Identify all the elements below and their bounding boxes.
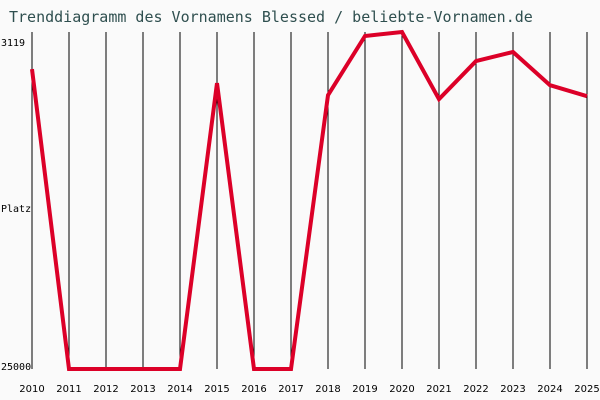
chart-title: Trenddiagramm des Vornamens Blessed / be…	[9, 8, 533, 26]
x-tick-label: 2019	[352, 384, 377, 395]
y-tick-label: 25000	[1, 362, 31, 373]
x-tick-label: 2016	[241, 384, 266, 395]
x-tick-label: 2023	[500, 384, 525, 395]
x-tick-label: 2013	[130, 384, 155, 395]
x-tick-label: 2021	[426, 384, 451, 395]
x-tick-label: 2022	[463, 384, 488, 395]
x-tick-label: 2015	[204, 384, 229, 395]
x-tick-label: 2017	[278, 384, 303, 395]
x-tick-label: 2024	[537, 384, 562, 395]
series-line-blessed	[30, 29, 588, 371]
y-tick-label: Platz	[1, 204, 31, 215]
y-tick-label: 3119	[1, 38, 25, 49]
x-tick-label: 2011	[56, 384, 81, 395]
x-tick-label: 2025	[574, 384, 599, 395]
x-tick-label: 2012	[93, 384, 118, 395]
x-tick-label: 2014	[167, 384, 192, 395]
x-tick-label: 2010	[19, 384, 44, 395]
x-tick-label: 2020	[389, 384, 414, 395]
x-tick-label: 2018	[315, 384, 340, 395]
